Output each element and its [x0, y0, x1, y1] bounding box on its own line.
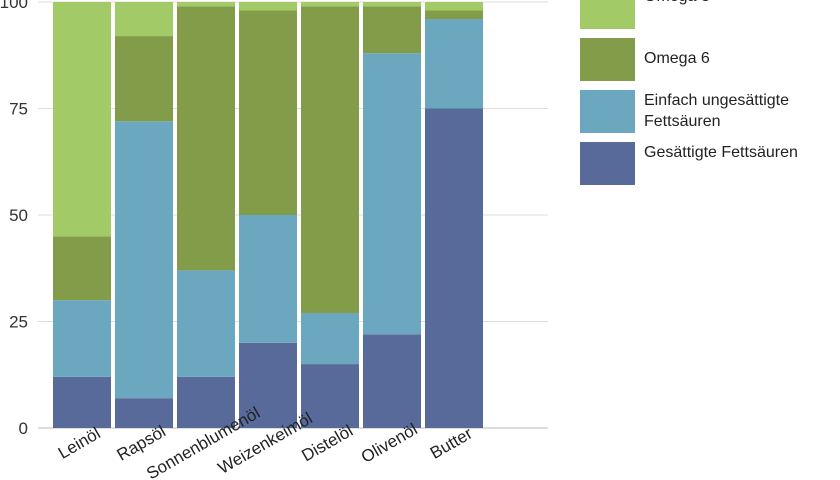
y-tick-label: 75: [9, 100, 28, 119]
bar-segment: [177, 6, 235, 271]
legend-label: Einfach ungesättigte Fettsäuren: [644, 92, 789, 130]
bar-segment: [239, 2, 297, 11]
legend-label: Gesättigte Fettsäuren: [644, 144, 798, 161]
y-tick-label: 100: [0, 0, 28, 12]
legend-swatch: [580, 0, 635, 29]
legend-item: Omega 3: [580, 0, 840, 34]
bar-segment: [301, 2, 359, 7]
bar-segment: [301, 6, 359, 313]
bar-segment: [115, 36, 173, 122]
legend-item: Omega 6: [580, 38, 840, 86]
bar-segment: [115, 121, 173, 399]
bar-segment: [301, 364, 359, 428]
bar-segment: [53, 236, 111, 301]
bar-segment: [425, 19, 483, 109]
legend-item: Gesättigte Fettsäuren: [580, 142, 840, 190]
legend-label: Omega 3: [644, 0, 710, 7]
bar-segment: [239, 342, 297, 428]
y-axis-ticks: 0 25 50 75 100: [0, 0, 28, 438]
bar-segment: [53, 2, 111, 237]
y-tick-label: 50: [9, 206, 28, 225]
bar-segment: [363, 6, 421, 54]
y-tick-label: 25: [9, 313, 28, 332]
bar-segment: [115, 398, 173, 428]
bar-segment: [177, 2, 235, 7]
bar-segment: [177, 376, 235, 428]
bar-segment: [363, 53, 421, 335]
bar-segment: [53, 300, 111, 377]
legend-item: Einfach ungesättigte Fettsäuren: [580, 90, 840, 138]
legend: Omega 3 Omega 6 Einfach ungesättigte Fetts…: [580, 0, 840, 194]
legend-swatch: [580, 38, 635, 81]
bar-segment: [301, 312, 359, 365]
bar-segment: [425, 108, 483, 428]
bar-segment: [239, 10, 297, 215]
legend-swatch: [580, 90, 635, 133]
bar-segment: [425, 10, 483, 20]
bar-segment: [177, 270, 235, 377]
bar-segment: [53, 376, 111, 428]
bars: [53, 2, 483, 428]
legend-label: Omega 6: [644, 50, 710, 67]
x-tick-label: Leinöl: [55, 424, 104, 463]
bar-segment: [363, 334, 421, 428]
bar-segment: [425, 2, 483, 11]
bar-segment: [115, 2, 173, 37]
bar-segment: [239, 215, 297, 343]
x-tick-label: Butter: [427, 424, 476, 463]
legend-swatch: [580, 142, 635, 185]
bar-segment: [363, 2, 421, 7]
y-tick-label: 0: [19, 419, 28, 438]
